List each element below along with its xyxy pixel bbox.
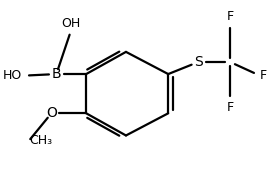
Text: F: F (260, 69, 267, 82)
Text: O: O (46, 106, 57, 120)
Text: HO: HO (2, 69, 22, 82)
Text: F: F (227, 10, 234, 23)
Text: S: S (194, 55, 202, 69)
Text: OH: OH (62, 17, 81, 30)
Text: CH₃: CH₃ (29, 134, 52, 147)
Text: F: F (227, 101, 234, 114)
Text: B: B (51, 67, 61, 81)
